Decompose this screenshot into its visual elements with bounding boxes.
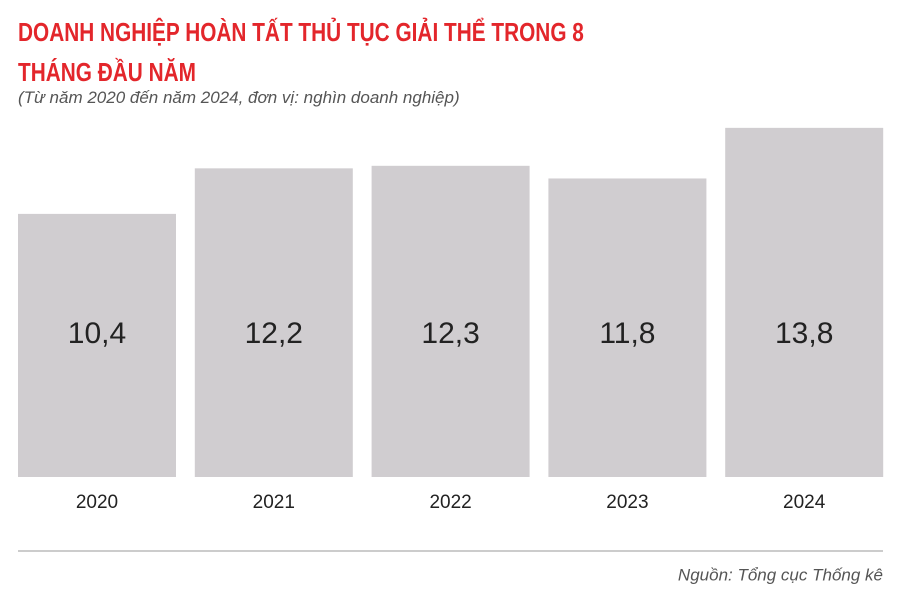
value-label: 12,3 <box>421 317 479 350</box>
bar <box>194 168 353 477</box>
chart-subtitle: (Từ năm 2020 đến năm 2024, đơn vị: nghìn… <box>18 88 460 107</box>
value-label: 11,8 <box>599 317 655 350</box>
x-tick-label: 2021 <box>253 492 295 513</box>
chart-title: DOANH NGHIỆP HOÀN TẤT THỦ TỤC GIẢI THỂ T… <box>18 17 584 87</box>
bar <box>725 127 884 478</box>
value-label: 13,8 <box>775 317 833 350</box>
x-tick-label: 2022 <box>429 492 471 513</box>
x-tick-label: 2024 <box>783 492 826 513</box>
x-tick-label: 2023 <box>606 492 648 513</box>
value-label: 10,4 <box>68 317 126 350</box>
x-tick-label: 2020 <box>76 492 118 513</box>
source: Nguồn: Tổng cục Thống kê <box>678 565 883 584</box>
bar <box>371 165 530 477</box>
value-label: 12,2 <box>245 317 303 350</box>
bar <box>548 178 707 477</box>
bar <box>18 213 176 477</box>
